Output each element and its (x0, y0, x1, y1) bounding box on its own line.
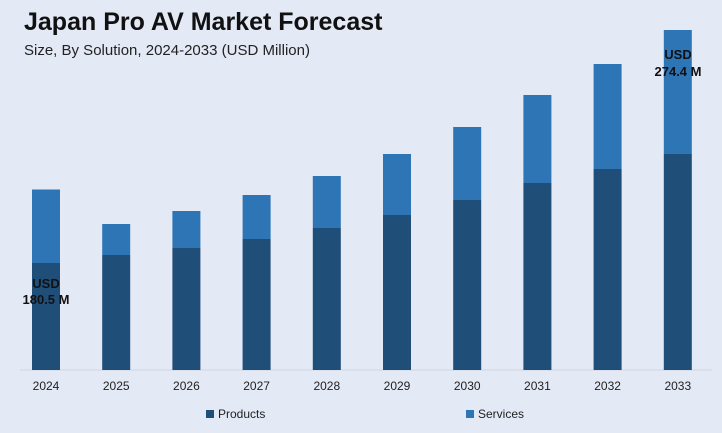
bar-services-2027 (242, 195, 271, 239)
x-tick-label-2029: 2029 (384, 379, 411, 393)
chart-subtitle: Size, By Solution, 2024-2033 (USD Millio… (24, 42, 310, 59)
bar-products-2024 (32, 263, 60, 370)
x-tick-label-2028: 2028 (313, 379, 340, 393)
x-tick-label-2030: 2030 (454, 379, 481, 393)
last-bar-annotation-currency: USD (664, 47, 691, 62)
bar-products-2032 (593, 169, 622, 370)
bar-services-2033 (663, 30, 692, 154)
chart-title: Japan Pro AV Market Forecast (24, 8, 383, 36)
bar-products-2027 (242, 239, 271, 370)
x-tick-label-2026: 2026 (173, 379, 200, 393)
bar-products-2028 (312, 228, 341, 370)
bar-services-2026 (172, 211, 201, 248)
first-bar-annotation-value: 180.5 M (23, 292, 70, 307)
bar-products-2025 (102, 255, 131, 370)
bar-services-2025 (102, 224, 131, 255)
bar-services-2030 (453, 127, 482, 200)
bar-services-2029 (383, 154, 411, 215)
legend-item-services: Services (466, 407, 524, 421)
x-tick-label-2032: 2032 (594, 379, 621, 393)
x-tick-label-2024: 2024 (33, 379, 60, 393)
bar-products-2030 (453, 200, 482, 370)
legend-swatch-products (206, 410, 214, 418)
x-tick-label-2031: 2031 (524, 379, 551, 393)
bar-products-2029 (383, 215, 411, 370)
last-bar-annotation-value: 274.4 M (655, 64, 702, 79)
bar-services-2024 (32, 189, 60, 263)
legend-label-services: Services (478, 407, 525, 421)
legend-item-products: Products (206, 407, 265, 421)
bar-services-2031 (523, 95, 552, 183)
bar-services-2032 (593, 64, 622, 169)
legend-label-products: Products (218, 407, 266, 421)
legend-swatch-services (466, 410, 474, 418)
chart-legend: Products Services (0, 407, 722, 427)
bar-services-2028 (312, 176, 341, 228)
bar-products-2033 (663, 154, 692, 370)
x-tick-label-2033: 2033 (664, 379, 691, 393)
x-tick-label-2027: 2027 (243, 379, 270, 393)
bar-products-2031 (523, 183, 552, 370)
first-bar-annotation-currency: USD (32, 276, 59, 291)
bar-products-2026 (172, 248, 201, 370)
x-tick-label-2025: 2025 (103, 379, 130, 393)
